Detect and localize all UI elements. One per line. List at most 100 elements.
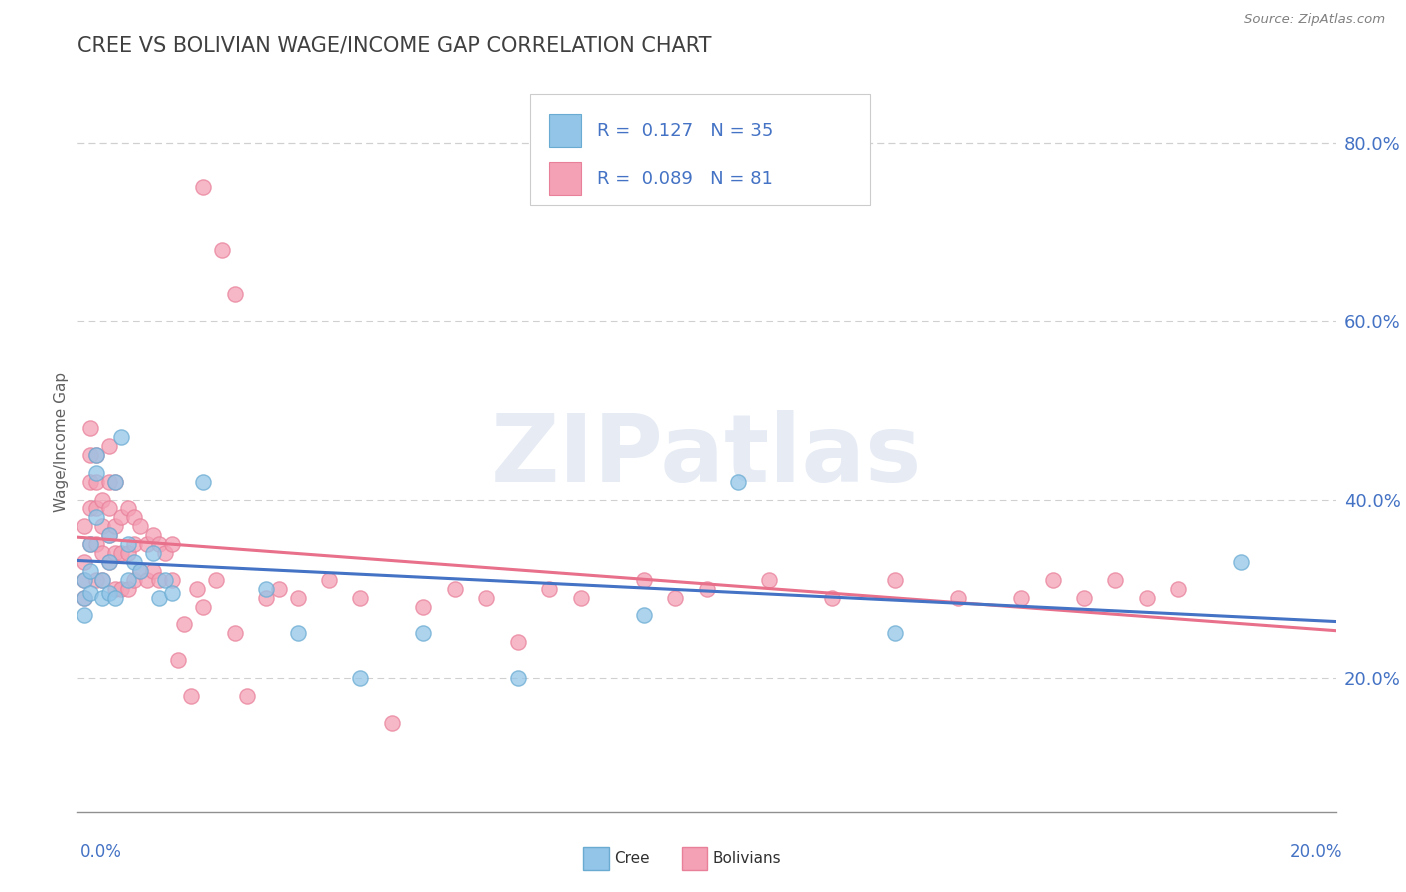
Point: [381, 715, 404, 730]
Point: [135, 573, 157, 587]
Text: R =  0.089   N = 81: R = 0.089 N = 81: [598, 169, 773, 187]
Point: [318, 573, 340, 587]
Point: [91, 573, 114, 587]
Point: [84, 573, 107, 587]
Point: [506, 635, 529, 649]
Point: [254, 591, 277, 605]
Point: [72, 608, 94, 623]
Point: [97, 439, 120, 453]
Point: [1167, 582, 1189, 596]
Point: [91, 492, 114, 507]
Point: [475, 591, 498, 605]
Point: [84, 448, 107, 462]
Point: [254, 582, 277, 596]
Point: [79, 448, 101, 462]
Point: [129, 564, 152, 578]
Text: Cree: Cree: [614, 851, 650, 865]
Point: [79, 421, 101, 435]
Point: [236, 689, 259, 703]
Point: [79, 586, 101, 600]
Point: [349, 671, 371, 685]
Point: [191, 180, 215, 194]
Point: [97, 528, 120, 542]
Point: [633, 573, 655, 587]
Point: [72, 519, 94, 533]
Point: [79, 475, 101, 489]
Point: [122, 510, 145, 524]
Point: [129, 564, 152, 578]
Point: [142, 528, 165, 542]
Point: [84, 501, 107, 516]
Point: [148, 573, 170, 587]
Point: [79, 501, 101, 516]
Point: [91, 591, 114, 605]
Point: [72, 591, 94, 605]
Text: CREE VS BOLIVIAN WAGE/INCOME GAP CORRELATION CHART: CREE VS BOLIVIAN WAGE/INCOME GAP CORRELA…: [77, 36, 711, 56]
Point: [117, 573, 139, 587]
Point: [412, 626, 434, 640]
Point: [117, 501, 139, 516]
Point: [117, 582, 139, 596]
Point: [160, 537, 183, 551]
Point: [97, 528, 120, 542]
Point: [117, 546, 139, 560]
Point: [72, 573, 94, 587]
Point: [204, 573, 226, 587]
Point: [122, 537, 145, 551]
Point: [84, 448, 107, 462]
Point: [79, 564, 101, 578]
FancyBboxPatch shape: [550, 162, 581, 195]
Point: [186, 582, 208, 596]
Point: [1136, 591, 1159, 605]
Point: [97, 555, 120, 569]
Point: [758, 573, 780, 587]
Point: [122, 555, 145, 569]
Point: [72, 591, 94, 605]
Point: [1010, 591, 1032, 605]
Point: [79, 537, 101, 551]
Point: [506, 671, 529, 685]
Point: [155, 546, 177, 560]
Point: [110, 510, 132, 524]
Point: [211, 243, 233, 257]
Point: [84, 466, 107, 480]
Point: [72, 573, 94, 587]
Point: [79, 537, 101, 551]
Point: [129, 519, 152, 533]
Point: [104, 475, 127, 489]
Point: [135, 537, 157, 551]
Point: [97, 555, 120, 569]
Point: [287, 626, 309, 640]
Point: [97, 501, 120, 516]
Point: [91, 546, 114, 560]
Point: [412, 599, 434, 614]
Point: [97, 586, 120, 600]
Point: [267, 582, 290, 596]
Point: [173, 617, 195, 632]
Point: [148, 537, 170, 551]
Point: [142, 546, 165, 560]
Point: [1230, 555, 1253, 569]
Y-axis label: Wage/Income Gap: Wage/Income Gap: [53, 371, 69, 512]
Point: [727, 475, 749, 489]
Point: [538, 582, 561, 596]
Text: 20.0%: 20.0%: [1291, 843, 1343, 861]
Point: [160, 573, 183, 587]
Point: [84, 510, 107, 524]
Point: [633, 608, 655, 623]
FancyBboxPatch shape: [550, 114, 581, 147]
Point: [696, 582, 718, 596]
Point: [104, 546, 127, 560]
Point: [110, 430, 132, 444]
FancyBboxPatch shape: [530, 94, 870, 204]
Point: [664, 591, 686, 605]
Point: [104, 475, 127, 489]
Point: [1104, 573, 1126, 587]
Point: [104, 582, 127, 596]
Point: [167, 653, 190, 667]
Point: [155, 573, 177, 587]
Point: [91, 519, 114, 533]
Point: [444, 582, 467, 596]
Point: [884, 626, 907, 640]
Text: Source: ZipAtlas.com: Source: ZipAtlas.com: [1244, 13, 1385, 27]
